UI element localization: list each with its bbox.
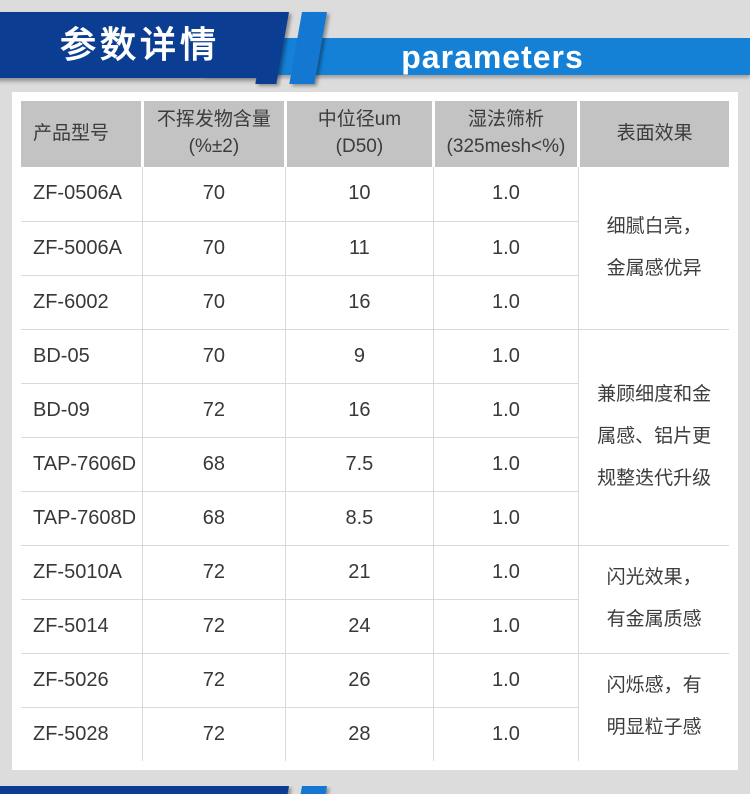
column-header: 中位径um (D50) (284, 101, 434, 167)
cell-surface-effect: 细腻白亮， 金属感优异 (578, 167, 729, 329)
parameters-panel: 产品型号 不挥发物含量 (%±2) 中位径um (D50) 湿法筛析 (325mesh<%)… (12, 92, 738, 770)
cell-mesh: 1.0 (432, 220, 579, 275)
cell-model: ZF-0506A (21, 167, 143, 221)
column-header: 湿法筛析 (325mesh<%) (431, 101, 579, 167)
cell-d50: 28 (285, 706, 434, 761)
cell-d50: 16 (285, 382, 434, 437)
banner-light-bar: parameters (205, 38, 750, 75)
cell-d50: 24 (285, 598, 434, 653)
column-header: 表面效果 (577, 101, 729, 167)
cell-d50: 10 (285, 167, 434, 221)
header-banner: parameters 参数详情 (0, 0, 750, 94)
cell-mesh: 1.0 (432, 274, 579, 329)
cell-nonvolatile: 68 (141, 436, 286, 491)
table-body: ZF-0506A 70 10 1.0 细腻白亮， 金属感优异 ZF-5006A 70 11 1.0… (21, 167, 729, 761)
cell-nonvolatile: 70 (141, 274, 286, 329)
cell-model: ZF-5028 (21, 706, 143, 761)
cell-d50: 8.5 (285, 490, 434, 545)
cell-d50: 11 (285, 220, 434, 275)
cell-nonvolatile: 70 (141, 167, 286, 221)
cell-mesh: 1.0 (432, 382, 579, 437)
cell-nonvolatile: 70 (141, 328, 286, 383)
table-row: TAP-7608D 68 8.5 1.0 (21, 490, 729, 545)
cell-nonvolatile: 72 (141, 652, 286, 707)
column-header: 不挥发物含量 (%±2) (140, 101, 286, 167)
table-row: ZF-5028 72 28 1.0 (21, 706, 729, 761)
cell-d50: 26 (285, 652, 434, 707)
cell-mesh: 1.0 (432, 490, 579, 545)
cell-nonvolatile: 72 (141, 544, 286, 599)
cell-model: ZF-5014 (21, 598, 143, 653)
cell-mesh: 1.0 (432, 706, 579, 761)
cell-nonvolatile: 72 (141, 706, 286, 761)
cell-model: TAP-7606D (21, 436, 143, 491)
cell-nonvolatile: 70 (141, 220, 286, 275)
table-row: ZF-0506A 70 10 1.0 细腻白亮， 金属感优异 (21, 167, 729, 329)
cell-mesh: 1.0 (432, 544, 579, 599)
table-row: ZF-5014 72 24 1.0 (21, 598, 729, 653)
cell-d50: 21 (285, 544, 434, 599)
parameters-table: 产品型号 不挥发物含量 (%±2) 中位径um (D50) 湿法筛析 (325mesh<%)… (21, 101, 729, 761)
table-header-row: 产品型号 不挥发物含量 (%±2) 中位径um (D50) 湿法筛析 (325mesh<%)… (21, 101, 729, 167)
table-row: ZF-5010A 72 21 1.0 闪光效果， 有金属质感 (21, 544, 729, 653)
cell-nonvolatile: 72 (141, 598, 286, 653)
cell-model: ZF-5026 (21, 652, 143, 707)
table-row: TAP-7606D 68 7.5 1.0 (21, 436, 729, 491)
cell-surface-effect: 闪烁感，有 明显粒子感 (578, 652, 729, 761)
cell-d50: 7.5 (285, 436, 434, 491)
banner-title-en: parameters (401, 38, 584, 75)
cell-model: BD-09 (21, 382, 143, 437)
cell-surface-effect: 闪光效果， 有金属质感 (578, 544, 729, 653)
table-row: ZF-6002 70 16 1.0 (21, 274, 729, 329)
cell-mesh: 1.0 (432, 652, 579, 707)
footer-navy-bar (0, 786, 276, 794)
table-row: ZF-5006A 70 11 1.0 (21, 220, 729, 275)
footer-slash-blue (289, 786, 327, 794)
cell-surface-effect: 兼顾细度和金 属感、铝片更 规整迭代升级 (578, 328, 729, 545)
cell-model: ZF-5006A (21, 220, 143, 275)
cell-mesh: 1.0 (432, 167, 579, 221)
footer-banner-sliver (0, 786, 750, 794)
cell-nonvolatile: 72 (141, 382, 286, 437)
table-row: BD-09 72 16 1.0 (21, 382, 729, 437)
cell-mesh: 1.0 (432, 598, 579, 653)
cell-nonvolatile: 68 (141, 490, 286, 545)
table-row: BD-05 70 9 1.0 兼顾细度和金 属感、铝片更 规整迭代升级 (21, 328, 729, 545)
cell-d50: 9 (285, 328, 434, 383)
cell-model: ZF-5010A (21, 544, 143, 599)
banner-title-zh: 参数详情 (60, 24, 221, 65)
cell-model: TAP-7608D (21, 490, 143, 545)
cell-mesh: 1.0 (432, 436, 579, 491)
cell-model: ZF-6002 (21, 274, 143, 329)
cell-model: BD-05 (21, 328, 143, 383)
table-row: ZF-5026 72 26 1.0 闪烁感，有 明显粒子感 (21, 652, 729, 761)
column-header: 产品型号 (21, 101, 143, 167)
cell-d50: 16 (285, 274, 434, 329)
cell-mesh: 1.0 (432, 328, 579, 383)
